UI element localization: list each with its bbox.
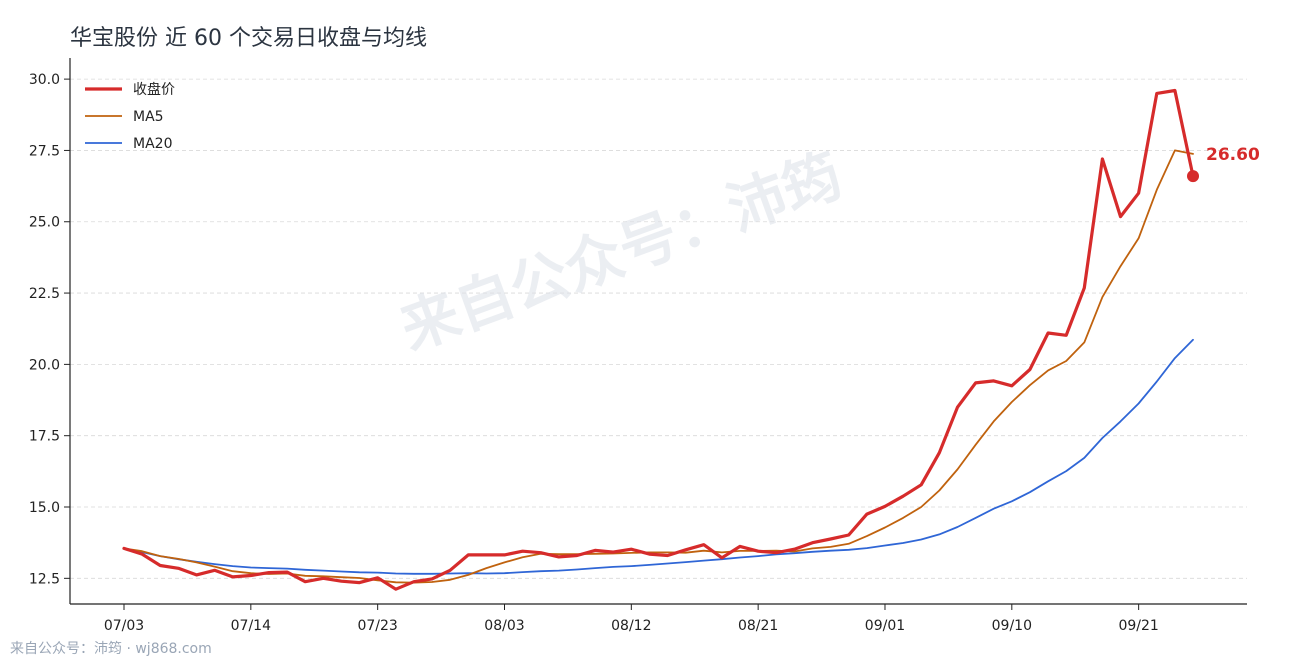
last-close-marker [1187,170,1199,183]
x-tick-label: 08/12 [611,618,651,634]
x-tick-label: 09/10 [992,618,1032,634]
x-tick-label: 09/21 [1118,618,1158,634]
legend-label-close: 收盘价 [133,81,175,98]
last-close-label: 26.60 [1206,145,1260,165]
series-line-close [122,88,1195,591]
grid-lines [70,78,1247,579]
y-tick-label: 22.5 [29,286,60,302]
legend-label-ma20: MA20 [133,136,172,152]
series-lines: 26.60 [122,88,1260,591]
axes: 12.5 15.0 17.5 20.0 22.5 25.0 27.5 30.0 07/03 07/… [29,58,1247,634]
x-tick-label: 09/01 [865,618,905,634]
x-tick-label: 08/21 [738,618,778,634]
legend-label-ma5: MA5 [133,109,164,125]
y-tick-label: 25.0 [29,215,60,231]
y-tick-label: 17.5 [29,429,60,445]
watermark-text: 来自公众号：沛筠 [392,141,851,364]
series-line-ma5 [123,149,1194,584]
y-tick-label: 20.0 [29,357,60,373]
x-tick-label: 07/14 [231,618,271,634]
series-line-ma20 [123,338,1194,575]
chart-title: 华宝股份 近 60 个交易日收盘与均线 [70,26,427,51]
footer-attribution: 来自公众号：沛筠 · wj868.com [10,641,212,657]
x-tick-label: 07/03 [104,618,144,634]
legend: 收盘价 MA5 MA20 [85,81,175,152]
x-tick-label: 08/03 [484,618,524,634]
y-tick-label: 27.5 [29,143,60,159]
y-tick-label: 15.0 [29,500,60,516]
y-tick-label: 12.5 [29,571,60,587]
y-tick-label: 30.0 [29,72,60,88]
x-tick-label: 07/23 [357,618,397,634]
